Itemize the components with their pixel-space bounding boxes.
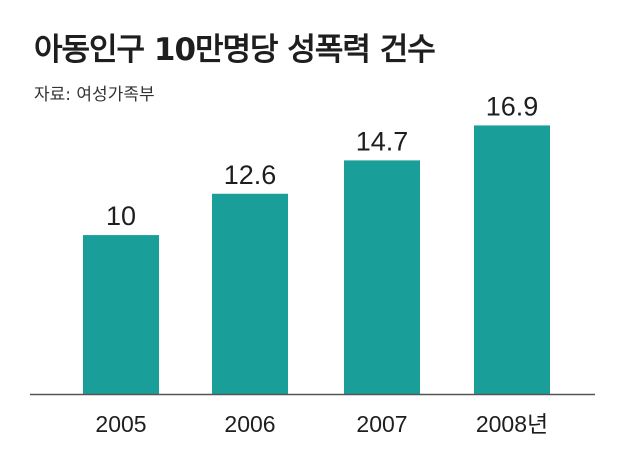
x-tick-label: 2008년 [476,411,548,437]
bar-value-label: 10 [106,201,136,231]
bars-group [83,125,550,394]
bar-2008년 [474,125,550,394]
bar-value-label: 16.9 [486,91,539,121]
x-tick-label: 2005 [95,411,146,437]
x-tick-labels-group: 2005 2006 2007 2008년 [95,411,548,437]
bar-value-label: 12.6 [224,160,277,190]
chart-source: 자료: 여성가족부 [34,85,155,105]
bar-2007 [344,160,420,394]
bar-labels-group: 10 12.6 14.7 16.9 [106,91,538,231]
chart-title: 아동인구 10만명당 성폭력 건수 [34,32,436,68]
bar-2006 [212,193,288,394]
x-tick-label: 2006 [224,411,275,437]
bar-2005 [83,235,159,394]
bar-value-label: 14.7 [356,126,409,156]
x-tick-label: 2007 [356,411,407,437]
